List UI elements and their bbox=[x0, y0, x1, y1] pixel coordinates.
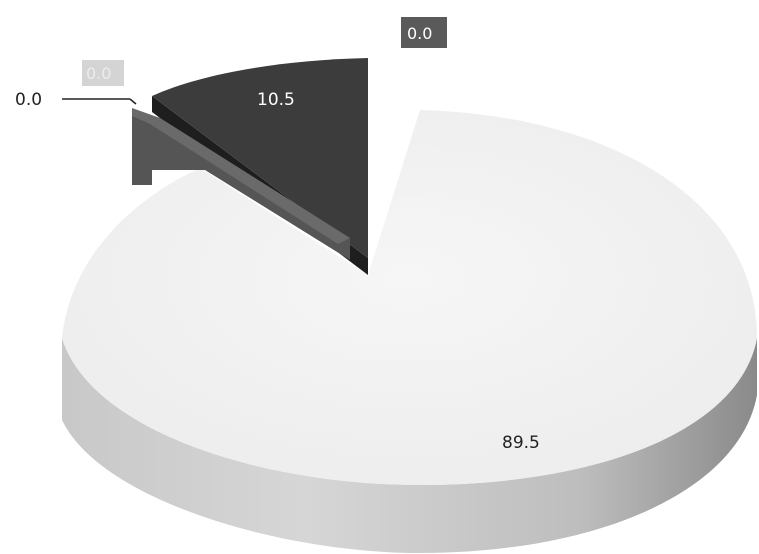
data-label-tag-light-box bbox=[82, 60, 124, 86]
pie-slice-side-small bbox=[132, 110, 350, 260]
pie-slice-dark bbox=[152, 58, 368, 258]
pie-slice-small bbox=[132, 108, 350, 244]
data-label-left: 0.0 bbox=[15, 90, 42, 110]
data-label-tag-dark-box bbox=[401, 17, 447, 48]
leader-line-left-tip bbox=[129, 98, 137, 105]
pie-slice-large bbox=[62, 110, 757, 485]
data-label-tag-dark: 0.0 bbox=[407, 24, 432, 43]
pie-slice-side-large bbox=[62, 338, 757, 553]
data-label-large-slice: 89.5 bbox=[502, 433, 540, 453]
data-label-tag-light: 0.0 bbox=[86, 64, 111, 83]
data-label-dark-slice: 10.5 bbox=[257, 90, 295, 110]
